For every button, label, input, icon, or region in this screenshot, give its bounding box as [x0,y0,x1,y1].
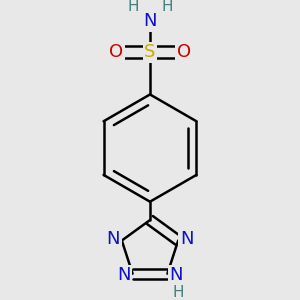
Text: H: H [161,0,173,14]
Text: H: H [127,0,139,14]
Text: O: O [109,43,123,61]
Text: H: H [173,284,184,299]
Text: N: N [180,230,194,248]
Text: N: N [106,230,120,248]
Text: S: S [144,43,156,61]
Text: O: O [177,43,191,61]
Text: N: N [143,12,157,30]
Text: N: N [117,266,131,284]
Text: N: N [169,266,183,284]
